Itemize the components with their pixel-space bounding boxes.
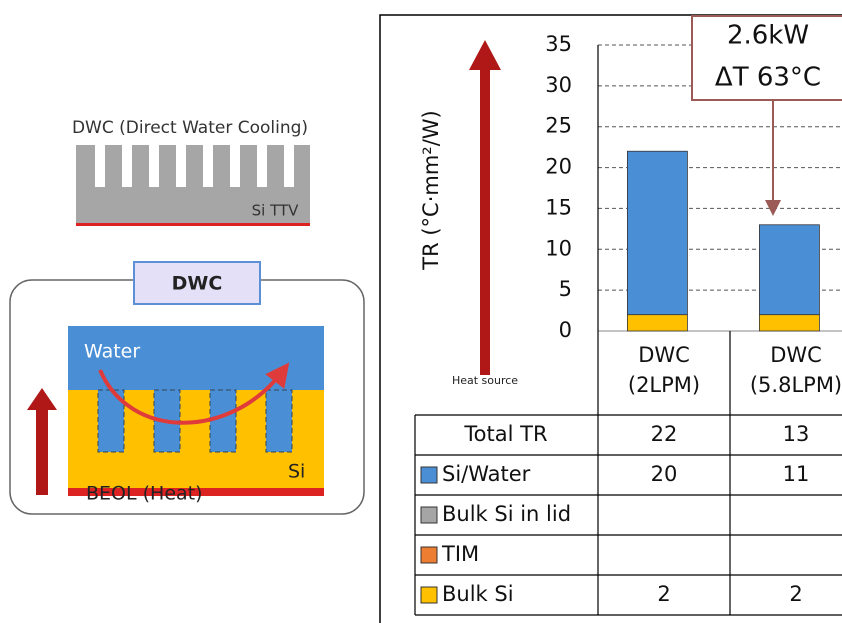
heat-arrow	[27, 388, 57, 495]
total-value: 22	[651, 422, 678, 446]
bar-segment	[627, 150, 688, 316]
legend-swatch	[420, 546, 438, 564]
annotation-text: ΔT 63°C	[715, 63, 821, 93]
y-tick-label: 30	[545, 73, 572, 97]
y-tick-label: 15	[545, 195, 572, 219]
bar-segment	[759, 224, 820, 316]
data-label: 2	[657, 582, 670, 606]
data-label: 20	[651, 462, 678, 486]
data-label: 11	[783, 462, 810, 486]
data-label: 2	[789, 582, 802, 606]
legend-swatch	[420, 586, 438, 604]
y-tick-label: 0	[559, 318, 572, 342]
box-label: DWC	[172, 273, 223, 295]
si-label: Si	[288, 461, 305, 483]
y-axis-label: TR (°C·mm²/W)	[419, 110, 443, 271]
legend-swatch	[420, 506, 438, 524]
heat-line	[76, 223, 310, 226]
bar-segment	[759, 314, 820, 332]
heat-label: BEOL (Heat)	[86, 483, 203, 505]
legend-label: Si/Water	[442, 462, 531, 486]
fins	[95, 145, 294, 187]
flow-arrow	[98, 362, 290, 425]
block-label: Si TTV	[252, 202, 300, 220]
legend-label: Bulk Si in lid	[442, 502, 571, 526]
annotation-text: 2.6kW	[727, 21, 809, 51]
bar-segment	[627, 314, 688, 332]
water-label: Water	[84, 341, 140, 363]
y-tick-label: 25	[545, 114, 572, 138]
diagram-heading: DWC (Direct Water Cooling)	[72, 118, 308, 138]
y-tick-label: 35	[545, 32, 572, 56]
legend-swatch	[420, 466, 438, 484]
heat-source-label: Heat source	[452, 374, 518, 387]
legend-label: Bulk Si	[442, 582, 514, 606]
x-tick-label: DWC (2LPM)	[627, 343, 701, 397]
y-tick-label: 10	[545, 236, 572, 260]
legend-label: TIM	[441, 542, 479, 566]
total-value: 13	[783, 422, 810, 446]
y-tick-label: 5	[559, 277, 572, 301]
x-tick-label: DWC (5.8LPM)	[749, 343, 842, 397]
y-tick-label: 20	[545, 155, 572, 179]
row-label: Total TR	[463, 422, 547, 446]
si-block	[76, 145, 310, 225]
beol-line	[68, 488, 324, 496]
annotation-box	[691, 15, 842, 101]
heat-source-arrow	[469, 40, 501, 375]
box-label-bg	[133, 261, 261, 305]
